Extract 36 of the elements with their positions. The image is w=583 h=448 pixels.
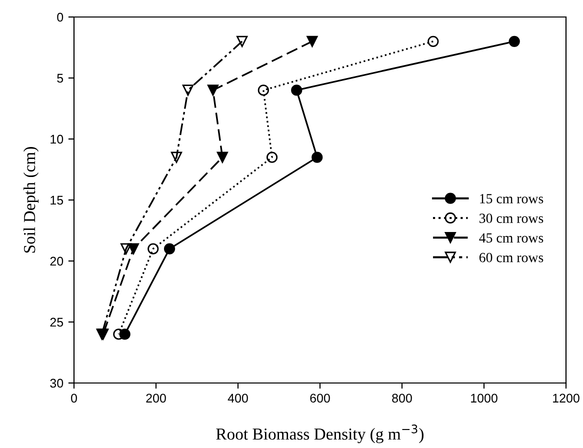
legend-label: 60 cm rows <box>479 252 544 262</box>
y-tick-label: 0 <box>57 12 64 22</box>
point <box>258 84 269 96</box>
point <box>170 152 182 163</box>
point <box>306 36 318 47</box>
point <box>148 243 159 254</box>
legend-label: 45 cm rows <box>479 233 544 243</box>
y-tick-label: 20 <box>50 256 64 266</box>
x-tick-label: 0 <box>71 394 77 403</box>
y-tick-label: 15 <box>50 196 64 205</box>
x-tick-label: 1200 <box>553 394 580 403</box>
x-tick-label: 400 <box>228 394 248 403</box>
x-tick-label: 200 <box>146 394 166 403</box>
point <box>508 36 520 47</box>
y-tick-label: 25 <box>50 318 64 327</box>
y-tick-label: 5 <box>57 74 64 83</box>
y-tick-label: 10 <box>50 134 64 144</box>
point <box>128 243 140 254</box>
point <box>207 84 219 96</box>
point <box>216 152 228 163</box>
point <box>182 84 194 96</box>
x-axis-title: Root Biomass Density (g m$^{−3}$) <box>216 424 424 444</box>
y-tick-label: 30 <box>50 378 64 388</box>
legend-label: 15 cm rows <box>480 194 544 204</box>
point <box>266 152 278 163</box>
point <box>164 243 176 254</box>
legend-label: 30 cm rows <box>480 214 544 223</box>
x-tick-label: 800 <box>392 394 412 403</box>
point <box>428 36 439 47</box>
point <box>236 36 248 47</box>
x-tick-label: 600 <box>310 394 330 403</box>
point <box>312 152 323 163</box>
point <box>120 243 132 254</box>
point <box>291 84 302 96</box>
y-axis-title: Soil Depth (cm) <box>23 147 39 253</box>
x-tick-label: 1000 <box>471 394 498 403</box>
